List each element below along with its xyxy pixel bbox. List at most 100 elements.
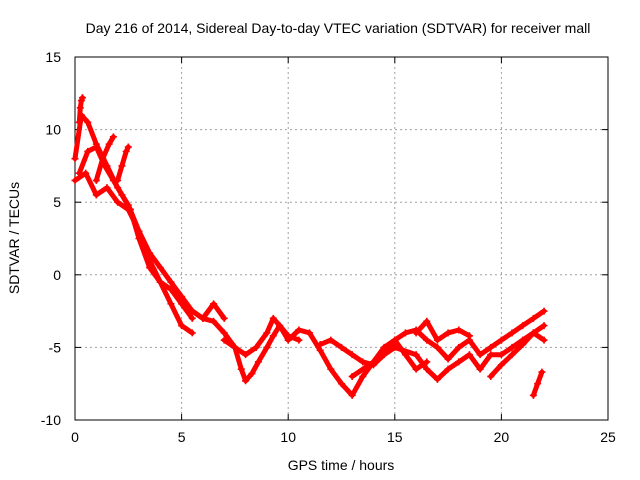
data-point: [84, 147, 92, 155]
data-point: [538, 368, 546, 376]
data-point: [75, 169, 83, 177]
x-tick-label: 25: [600, 429, 616, 445]
data-point: [124, 143, 132, 151]
series-line: [317, 308, 547, 368]
data-point: [276, 322, 284, 330]
series-line: [189, 308, 430, 398]
data-point: [220, 314, 228, 322]
data-point: [519, 322, 527, 330]
data-point: [348, 391, 356, 399]
data-point: [476, 351, 484, 359]
data-point: [412, 365, 420, 373]
data-point: [433, 375, 441, 383]
data-point: [327, 336, 335, 344]
data-point: [444, 355, 452, 363]
data-point: [348, 351, 356, 359]
data-point: [210, 300, 218, 308]
data-point: [487, 372, 495, 380]
y-tick-label: 15: [45, 49, 61, 65]
data-point: [465, 332, 473, 340]
y-tick-labels: -10 -5 0 5 10 15: [41, 49, 61, 428]
data-point: [529, 391, 537, 399]
data-point: [455, 326, 463, 334]
data-point: [529, 314, 537, 322]
data-point: [109, 133, 117, 141]
data-point: [423, 365, 431, 373]
data-point: [476, 365, 484, 373]
series-line: [413, 318, 472, 343]
data-point: [540, 322, 548, 330]
data-point: [465, 351, 473, 359]
data-point: [167, 300, 175, 308]
data-point: [220, 336, 228, 344]
data-point: [455, 358, 463, 366]
y-tick-label: 5: [53, 194, 61, 210]
x-tick-label: 0: [71, 429, 79, 445]
data-point: [338, 343, 345, 351]
data-point: [156, 278, 164, 286]
data-point: [519, 340, 527, 348]
x-tick-label: 5: [178, 429, 186, 445]
data-point: [76, 104, 84, 112]
data-point: [92, 143, 100, 151]
data-point: [295, 336, 303, 344]
series-line: [115, 144, 131, 183]
data-point: [412, 329, 420, 337]
data-point: [295, 326, 303, 334]
x-axis-label: GPS time / hours: [288, 457, 395, 473]
data-point: [114, 176, 122, 184]
data-point: [146, 249, 154, 257]
data-point: [444, 329, 452, 337]
data-point: [237, 365, 245, 373]
data-point: [188, 329, 196, 337]
data-point: [118, 191, 126, 199]
data-point: [71, 155, 79, 163]
data-point: [487, 343, 495, 351]
data-point: [540, 307, 548, 315]
data-point: [135, 235, 143, 242]
data-point: [497, 336, 505, 344]
data-point: [231, 343, 239, 351]
series-line: [488, 323, 547, 379]
data-point: [401, 329, 409, 337]
data-point: [199, 314, 207, 322]
data-point: [118, 162, 126, 170]
data-series: [71, 94, 548, 399]
data-point: [167, 278, 175, 286]
data-point: [78, 94, 86, 102]
data-point: [178, 300, 186, 308]
data-point: [242, 377, 250, 385]
data-point: [252, 343, 260, 351]
series-trace-8: [220, 314, 303, 359]
x-tick-labels: 0 5 10 15 20 25: [71, 429, 616, 445]
data-point: [103, 184, 111, 192]
y-axis-label: SDTVAR / TECUs: [6, 182, 22, 294]
data-point: [534, 380, 542, 388]
plot-frame: [74, 56, 609, 421]
data-point: [99, 155, 107, 163]
data-point: [263, 343, 271, 351]
data-point: [146, 264, 154, 272]
data-point: [220, 329, 228, 337]
x-tick-label: 10: [280, 429, 296, 445]
x-tick-label: 15: [387, 429, 403, 445]
series-trace-3: [75, 143, 196, 322]
data-point: [178, 322, 186, 330]
data-point: [369, 358, 377, 366]
series-trace-9: [316, 307, 548, 369]
data-point: [82, 169, 90, 177]
data-point: [105, 140, 113, 148]
data-point: [188, 307, 196, 315]
data-point: [126, 205, 134, 213]
data-point: [254, 358, 262, 366]
axis-ticks: [74, 56, 609, 421]
data-point: [359, 358, 367, 366]
data-point: [508, 329, 516, 337]
data-point: [444, 365, 452, 373]
data-point: [433, 343, 441, 351]
series-trace-13: [529, 368, 546, 399]
data-point: [84, 118, 92, 126]
series-line: [349, 330, 547, 382]
series-trace-2: [71, 169, 228, 322]
